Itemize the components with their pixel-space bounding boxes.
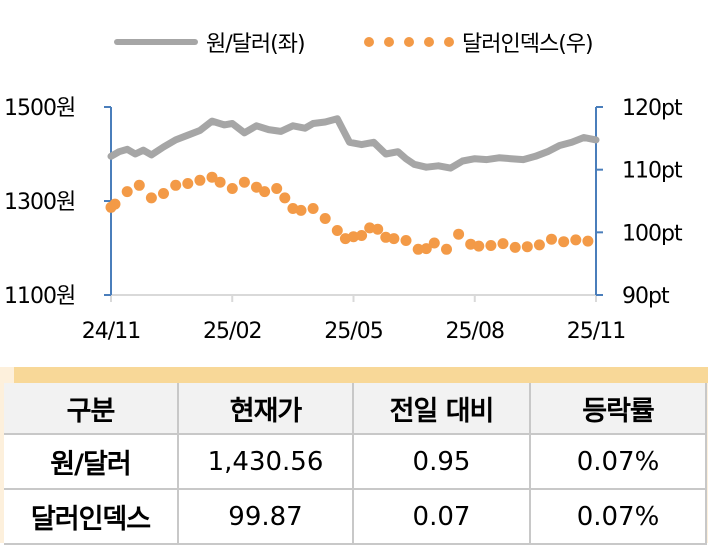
table-row: 달러인덱스 99.87 0.07 0.07%	[4, 488, 707, 545]
row-label: 원/달러	[4, 433, 179, 490]
dollar-index-dots	[105, 171, 594, 255]
table-header-row: 구분 현재가 전일 대비 등락률	[4, 383, 707, 435]
cell-change-rate: 0.07%	[529, 433, 707, 490]
svg-text:25/08: 25/08	[446, 319, 504, 344]
legend-label-dxy: 달러인덱스(우)	[462, 32, 594, 57]
legend-dots-swatch	[364, 37, 454, 47]
quote-table-container: 구분 현재가 전일 대비 등락률 원/달러 1,430.56 0.95 0.07…	[0, 367, 708, 545]
legend-item-krw: 원/달러(좌)	[114, 26, 306, 58]
table-row: 원/달러 1,430.56 0.95 0.07%	[4, 433, 707, 490]
cell-current-price: 99.87	[177, 488, 354, 545]
svg-text:110pt: 110pt	[622, 159, 683, 184]
cell-change: 0.07	[352, 488, 531, 545]
krw-usd-line	[107, 115, 600, 172]
header-change: 전일 대비	[352, 383, 531, 435]
svg-text:90pt: 90pt	[622, 284, 670, 309]
legend-item-dxy: 달러인덱스(우)	[364, 26, 594, 58]
legend-line-swatch	[114, 39, 198, 45]
svg-text:25/02: 25/02	[203, 319, 261, 344]
svg-text:1500원: 1500원	[4, 96, 75, 121]
cell-change: 0.95	[352, 433, 531, 490]
header-change-rate: 등락률	[529, 383, 707, 435]
cell-change-rate: 0.07%	[529, 488, 707, 545]
row-label: 달러인덱스	[4, 488, 179, 545]
fx-chart: 24/11 25/02 25/05 25/08 25/11 1500원 1300원 1100원…	[4, 96, 684, 344]
chart-legend: 원/달러(좌) 달러인덱스(우)	[0, 26, 708, 62]
cell-current-price: 1,430.56	[177, 433, 354, 490]
svg-text:25/11: 25/11	[567, 319, 625, 344]
svg-text:1300원: 1300원	[4, 190, 75, 215]
svg-text:1100원: 1100원	[4, 284, 75, 309]
svg-text:120pt: 120pt	[622, 96, 683, 121]
legend-label-krw: 원/달러(좌)	[206, 32, 306, 57]
header-current-price: 현재가	[177, 383, 354, 435]
axis-labels: 24/11 25/02 25/05 25/08 25/11 1500원 1300원 1100원…	[4, 96, 684, 344]
svg-text:100pt: 100pt	[622, 221, 683, 246]
quote-table: 구분 현재가 전일 대비 등락률 원/달러 1,430.56 0.95 0.07…	[4, 383, 707, 545]
svg-text:25/05: 25/05	[324, 319, 382, 344]
header-category: 구분	[4, 383, 179, 435]
svg-text:24/11: 24/11	[82, 319, 140, 344]
table-header-band	[14, 367, 708, 383]
